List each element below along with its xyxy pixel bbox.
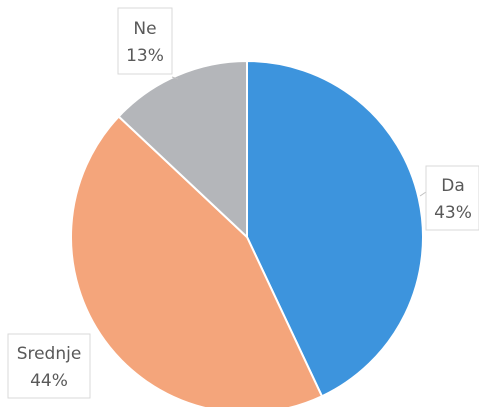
label-srednje-value: 44% [30,371,68,391]
pie-slice-srednje [70,115,324,407]
callout-box-da [425,165,479,231]
leader-line-da [419,191,427,197]
label-da-category: Da [441,176,465,196]
label-da: Da 43% [425,165,479,231]
label-ne: Ne 13% [117,7,173,75]
callout-box-srednje [7,333,91,399]
leader-line-ne [171,76,179,80]
pie-slices [70,59,424,407]
pie-slice-ne [117,59,248,240]
callout-box-ne [117,7,173,75]
label-srednje: Srednje 44% [7,333,91,399]
label-ne-value: 13% [126,46,164,66]
pie-slice-da [246,59,424,398]
label-da-value: 43% [434,203,472,223]
label-srednje-category: Srednje [17,344,82,364]
label-ne-category: Ne [133,19,156,39]
